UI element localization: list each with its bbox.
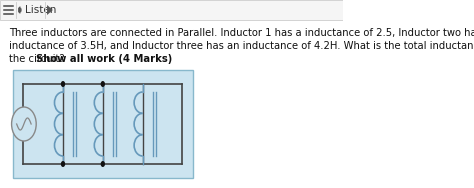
Circle shape [100,161,105,167]
Text: inductance of 3.5H, and Inductor three has an inductance of 4.2H. What is the to: inductance of 3.5H, and Inductor three h… [9,41,474,51]
Polygon shape [18,6,20,14]
FancyBboxPatch shape [13,70,192,178]
Polygon shape [47,5,53,15]
Circle shape [11,107,36,141]
Circle shape [100,81,105,87]
Text: Show all work (4 Marks): Show all work (4 Marks) [36,54,173,64]
FancyBboxPatch shape [0,0,343,20]
Text: Three inductors are connected in Parallel. Inductor 1 has a inductance of 2.5, I: Three inductors are connected in Paralle… [9,28,474,38]
Circle shape [61,161,65,167]
Text: the circuit?: the circuit? [9,54,67,64]
Circle shape [61,81,65,87]
Text: Listen: Listen [25,5,56,15]
